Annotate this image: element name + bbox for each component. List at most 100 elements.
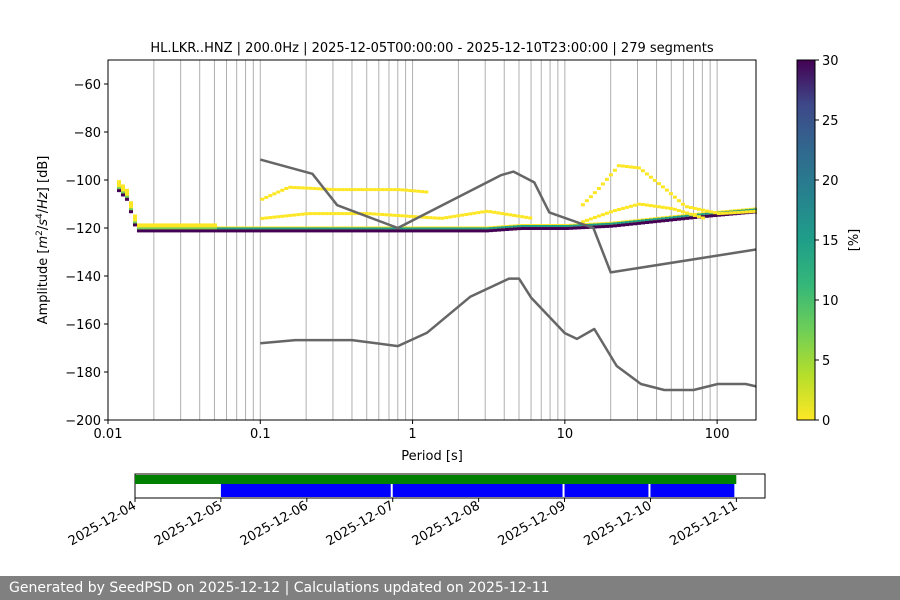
pdf-cell <box>349 229 353 233</box>
pdf-cell <box>421 227 425 230</box>
pdf-cell <box>205 227 209 230</box>
pdf-cell <box>241 229 245 233</box>
pdf-cell <box>312 212 317 216</box>
pdf-cell <box>392 213 397 217</box>
pdf-cell <box>129 210 133 214</box>
pdf-cell <box>641 219 645 222</box>
pdf-cell <box>324 212 329 216</box>
pdf-cell <box>361 229 365 233</box>
pdf-cell <box>605 222 609 225</box>
pdf-cell <box>673 216 677 219</box>
pdf-cell <box>705 212 709 215</box>
pdf-cell <box>348 188 353 192</box>
pdf-cell <box>517 227 521 231</box>
pdf-cell <box>700 208 705 212</box>
pdf-cell <box>488 210 493 214</box>
timeline-tick-label: 2025-12-07 <box>324 498 397 549</box>
pdf-cell <box>169 227 173 230</box>
pdf-cell <box>597 223 601 226</box>
pdf-cell <box>237 227 241 230</box>
pdf-cell <box>652 178 657 182</box>
timeline-ticks: 2025-12-04 2025-12-05 2025-12-06 2025-12-07… <box>66 498 740 549</box>
pdf-cell <box>288 185 293 189</box>
pdf-cell <box>513 227 517 231</box>
pdf-cell <box>352 188 357 192</box>
pdf-cell <box>117 189 121 193</box>
pdf-cell <box>573 226 577 230</box>
pdf-cell <box>364 188 369 192</box>
pdf-cell <box>153 227 157 230</box>
pdf-cell <box>268 194 273 198</box>
pdf-cell <box>293 229 297 233</box>
pdf-cell <box>500 212 505 216</box>
pdf-cell <box>428 216 433 220</box>
pdf-cell <box>685 216 689 220</box>
pdf-cell <box>601 223 605 226</box>
pdf-cell <box>620 164 625 168</box>
pdf-cell <box>296 186 301 190</box>
pdf-cell <box>193 227 197 230</box>
pdf-cell <box>593 223 597 226</box>
pdf-cell <box>133 214 137 225</box>
pdf-cell <box>640 169 645 173</box>
pdf-cell <box>685 214 689 217</box>
pdf-cell <box>493 228 497 232</box>
y-tick-label: −120 <box>65 222 101 237</box>
pdf-cell <box>684 205 689 209</box>
pdf-cell <box>724 211 729 215</box>
pdf-cell <box>617 223 621 227</box>
pdf-cell <box>161 223 165 231</box>
pdf-cell <box>197 227 201 230</box>
pdf-cell <box>277 227 281 230</box>
pdf-cell <box>229 229 233 233</box>
pdf-cell <box>516 214 521 218</box>
x-tick-label: 0.01 <box>94 427 123 442</box>
pdf-cell <box>297 229 301 233</box>
pdf-cell <box>352 212 357 216</box>
pdf-cell <box>304 186 309 190</box>
pdf-cell <box>269 227 273 230</box>
pdf-cell <box>365 227 369 230</box>
pdf-cell <box>517 225 521 228</box>
pdf-cell <box>301 227 305 230</box>
pdf-cell <box>269 229 273 233</box>
pdf-cell <box>484 209 489 213</box>
pdf-cell <box>709 214 713 218</box>
pdf-cell <box>492 210 497 214</box>
pdf-cell <box>372 212 377 216</box>
pdf-cell <box>281 227 285 230</box>
pdf-cell <box>125 188 129 199</box>
pdf-cell <box>520 215 525 219</box>
pdf-cell <box>308 212 313 216</box>
pdf-cell <box>169 229 173 233</box>
pdf-cell <box>300 186 305 190</box>
pdf-cell <box>680 202 685 206</box>
pdf-cell <box>308 186 313 190</box>
pdf-cell <box>416 189 421 193</box>
pdf-cell <box>245 229 249 233</box>
pdf-cell <box>677 215 681 218</box>
data-availability-timeline: 2025-12-04 2025-12-05 2025-12-06 2025-12-07… <box>66 473 766 549</box>
pdf-cell <box>676 209 681 213</box>
pdf-cell <box>644 203 649 207</box>
colorbar-tick-label: 10 <box>822 294 839 309</box>
pdf-cell <box>137 227 141 230</box>
pdf-cell <box>265 227 269 230</box>
pdf-cell <box>432 216 437 220</box>
pdf-cell <box>217 229 221 233</box>
timeline-tick-label: 2025-12-06 <box>238 498 311 549</box>
pdf-cell <box>133 221 137 224</box>
noise-models <box>259 158 757 392</box>
pdf-cell <box>344 212 349 216</box>
pdf-cell <box>157 227 161 230</box>
pdf-cell <box>612 168 617 172</box>
pdf-cell <box>604 177 609 181</box>
pdf-cell <box>700 216 705 220</box>
timeline-interval <box>220 484 391 497</box>
pdf-cell <box>153 223 157 231</box>
pdf-cell <box>380 212 385 216</box>
pdf-cell <box>185 223 189 231</box>
pdf-cell <box>261 229 265 233</box>
pdf-cell <box>473 227 477 230</box>
pdf-cell <box>296 213 301 217</box>
